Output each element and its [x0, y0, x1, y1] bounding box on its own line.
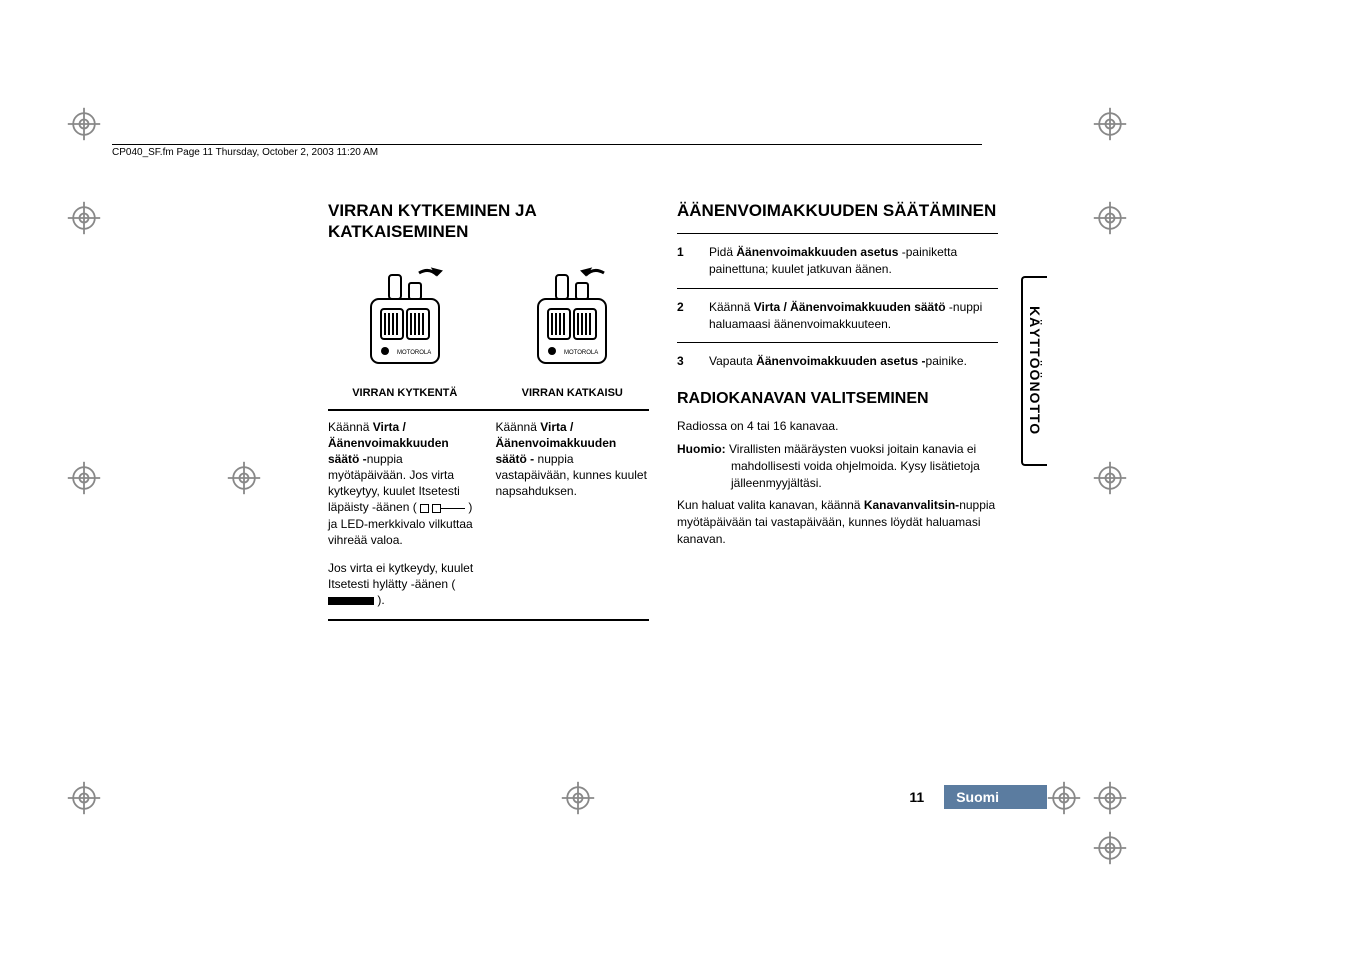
registration-mark-icon — [1092, 780, 1128, 816]
radio-on-icon: MOTOROLA — [345, 255, 465, 375]
step-row: 3 Vapauta Äänenvoimakkuuden asetus -paini… — [677, 347, 998, 376]
channel-p1: Radiossa on 4 tai 16 kanavaa. — [677, 418, 998, 435]
print-header-text: CP040_SF.fm Page 11 Thursday, October 2,… — [112, 147, 378, 158]
channel-p3: Kun haluat valita kanavan, käännä Kanava… — [677, 497, 998, 547]
page-content: VIRRAN KYTKEMINEN JA KATKAISEMINEN — [328, 200, 998, 629]
side-tab-label: KÄYTTÖÖNOTTO — [1027, 306, 1043, 435]
right-column: ÄÄNENVOIMAKKUUDEN SÄÄTÄMINEN 1 Pidä Äänen… — [677, 200, 998, 629]
step-row: 1 Pidä Äänenvoimakkuuden asetus -painiket… — [677, 238, 998, 284]
svg-text:MOTOROLA: MOTOROLA — [564, 350, 598, 356]
svg-text:MOTOROLA: MOTOROLA — [397, 350, 431, 356]
channel-note: Huomio: Virallisten määräysten vuoksi jo… — [677, 441, 998, 491]
heading-power: VIRRAN KYTKEMINEN JA KATKAISEMINEN — [328, 200, 649, 243]
divider — [677, 342, 998, 343]
registration-mark-icon — [1092, 106, 1128, 142]
step-number: 3 — [677, 353, 691, 370]
divider — [677, 233, 998, 234]
radio-on-figure: MOTOROLA — [328, 255, 482, 375]
heading-channel: RADIOKANAVAN VALITSEMINEN — [677, 390, 998, 408]
divider — [328, 619, 649, 621]
language-badge: Suomi — [944, 785, 1047, 809]
step-number: 1 — [677, 244, 691, 278]
step-row: 2 Käännä Virta / Äänenvoimakkuuden säätö … — [677, 293, 998, 339]
caption-on: VIRRAN KYTKENTÄ — [352, 387, 457, 399]
heading-volume: ÄÄNENVOIMAKKUUDEN SÄÄTÄMINEN — [677, 200, 998, 221]
steps-list: 1 Pidä Äänenvoimakkuuden asetus -painiket… — [677, 238, 998, 376]
page-footer: 11 Suomi — [909, 785, 1047, 809]
radio-off-icon: MOTOROLA — [512, 255, 632, 375]
registration-mark-icon — [66, 780, 102, 816]
power-on-text: Käännä Virta / Äänenvoimakkuuden säätö -… — [328, 419, 482, 609]
print-header: CP040_SF.fm Page 11 Thursday, October 2,… — [112, 144, 982, 158]
registration-mark-icon — [66, 460, 102, 496]
step-text: Vapauta Äänenvoimakkuuden asetus -painik… — [709, 353, 998, 370]
registration-mark-icon — [1046, 780, 1082, 816]
page-number: 11 — [909, 789, 924, 805]
divider — [677, 288, 998, 289]
registration-mark-icon — [1092, 200, 1128, 236]
divider — [328, 409, 649, 411]
side-tab: KÄYTTÖÖNOTTO — [1021, 276, 1047, 466]
registration-mark-icon — [66, 200, 102, 236]
step-text: Pidä Äänenvoimakkuuden asetus -painikett… — [709, 244, 998, 278]
registration-mark-icon — [226, 460, 262, 496]
radio-off-figure: MOTOROLA — [496, 255, 650, 375]
registration-mark-icon — [66, 106, 102, 142]
registration-mark-icon — [1092, 460, 1128, 496]
registration-mark-icon — [1092, 830, 1128, 866]
step-text: Käännä Virta / Äänenvoimakkuuden säätö -… — [709, 299, 998, 333]
left-column: VIRRAN KYTKEMINEN JA KATKAISEMINEN — [328, 200, 649, 629]
registration-mark-icon — [560, 780, 596, 816]
tone-pass-icon — [420, 504, 441, 513]
power-off-text: Käännä Virta / Äänenvoimakkuuden säätö -… — [496, 419, 650, 609]
tone-fail-icon — [328, 597, 374, 605]
power-descriptions: Käännä Virta / Äänenvoimakkuuden säätö -… — [328, 419, 649, 609]
caption-off: VIRRAN KATKAISU — [522, 387, 623, 399]
radio-figures: MOTOROLA — [328, 255, 649, 375]
step-number: 2 — [677, 299, 691, 333]
